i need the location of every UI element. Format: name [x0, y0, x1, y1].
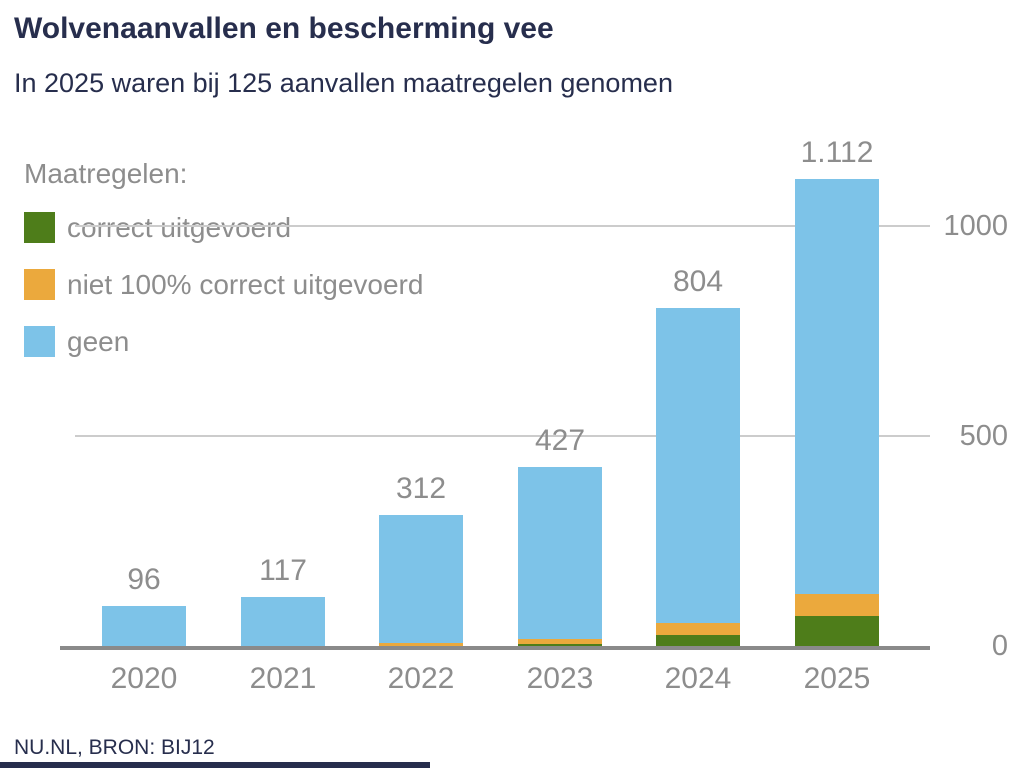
bar-segment — [795, 593, 879, 617]
legend-item-label: niet 100% correct uitgevoerd — [67, 268, 424, 300]
chart-subtitle: In 2025 waren bij 125 aanvallen maatrege… — [14, 68, 673, 98]
chart-title: Wolvenaanvallen en bescherming vee — [14, 12, 554, 45]
x-axis-tick-label: 2021 — [249, 662, 317, 695]
legend: Maatregelen: correct uitgevoerd niet 100… — [24, 158, 423, 383]
x-axis-tick-label: 2020 — [110, 662, 178, 695]
stacked-bar-2024 — [656, 308, 740, 646]
stacked-bar-2022 — [379, 514, 463, 646]
bar-segment — [518, 643, 602, 646]
legend-swatch-orange-icon — [24, 269, 55, 300]
gridline-1000 — [75, 225, 930, 227]
legend-item-label: correct uitgevoerd — [67, 211, 292, 243]
bar-value-label: 96 — [127, 562, 161, 596]
bar-segment — [656, 635, 740, 646]
bar-segment — [518, 466, 602, 640]
bar-segment — [518, 639, 602, 644]
bar-segment — [795, 178, 879, 594]
stacked-bar-2020 — [102, 605, 186, 646]
gridline-500 — [75, 435, 930, 437]
y-axis-tick-label: 0 — [991, 630, 1008, 662]
legend-item-correct: correct uitgevoerd — [24, 212, 423, 243]
x-axis-tick-label: 2023 — [526, 662, 594, 695]
bar-value-label: 1.112 — [800, 135, 874, 169]
stacked-bar-2023 — [518, 466, 602, 646]
bar-segment — [102, 605, 186, 646]
bar-segment — [656, 308, 740, 624]
x-axis-tick-label: 2024 — [664, 662, 732, 695]
x-axis-tick-label: 2022 — [387, 662, 455, 695]
stacked-bar-2021 — [241, 596, 325, 646]
legend-item-label: geen — [67, 325, 130, 357]
bar-value-label: 312 — [395, 471, 447, 505]
legend-heading: Maatregelen: — [24, 158, 188, 189]
bar-value-label: 117 — [259, 553, 307, 587]
legend-swatch-green-icon — [24, 212, 55, 243]
bar-segment — [241, 596, 325, 646]
y-axis-tick-label: 1000 — [943, 210, 1008, 242]
x-axis-line — [60, 646, 930, 650]
stacked-bar-2025 — [795, 178, 879, 646]
bar-segment — [379, 643, 463, 646]
source-credit: NU.NL, BRON: BIJ12 — [14, 736, 215, 759]
legend-item-niet-correct: niet 100% correct uitgevoerd — [24, 269, 423, 300]
x-axis-tick-label: 2025 — [803, 662, 871, 695]
bottom-accent-bar — [0, 762, 430, 768]
bar-segment — [656, 623, 740, 636]
bar-value-label: 804 — [672, 265, 724, 299]
bar-segment — [795, 616, 879, 646]
legend-swatch-blue-icon — [24, 326, 55, 357]
legend-item-geen: geen — [24, 326, 423, 357]
bar-value-label: 427 — [534, 423, 586, 457]
y-axis-tick-label: 500 — [959, 420, 1008, 452]
bar-segment — [379, 514, 463, 644]
